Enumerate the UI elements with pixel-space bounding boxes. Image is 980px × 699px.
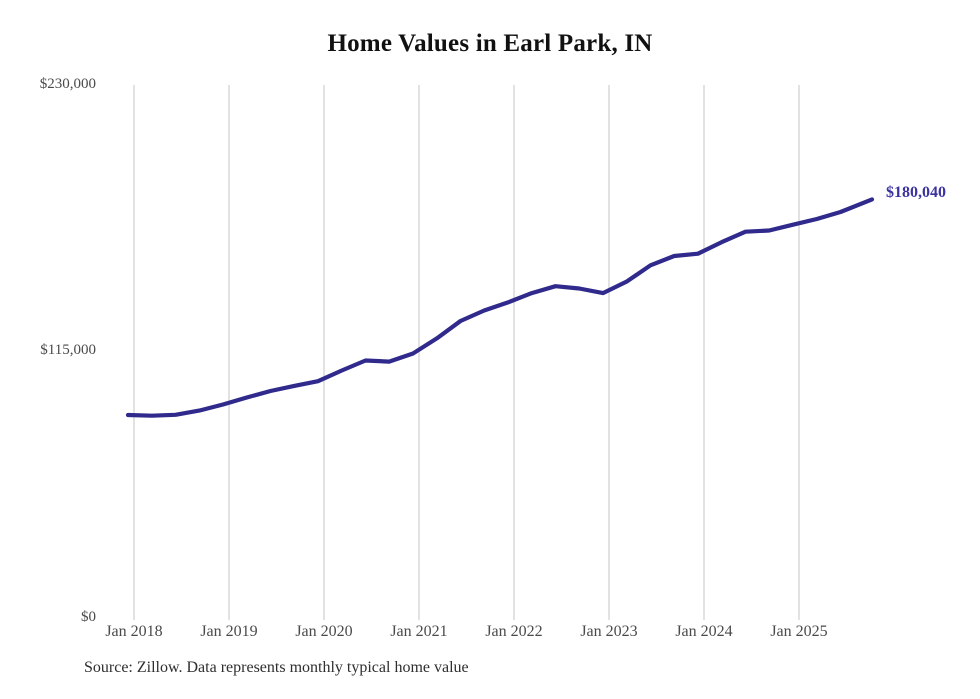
x-tick-label-jan-2023: Jan 2023 [580, 623, 638, 640]
home-value-line [125, 197, 875, 418]
y-tick-label-0: $0 [81, 609, 96, 625]
x-tick-label-jan-2019: Jan 2019 [200, 623, 258, 640]
y-tick-label-230000: $230,000 [39, 76, 96, 92]
end-value-annotation: $180,040 [886, 184, 946, 201]
x-tick-label-jan-2021: Jan 2021 [390, 623, 448, 640]
x-tick-label-jan-2018: Jan 2018 [105, 623, 163, 640]
x-tick-label-jan-2022: Jan 2022 [485, 623, 543, 640]
y-tick-label-115000: $115,000 [40, 342, 96, 358]
source-note: Source: Zillow. Data represents monthly … [84, 659, 469, 676]
x-tick-label-jan-2025: Jan 2025 [770, 623, 828, 640]
chart-title: Home Values in Earl Park, IN [327, 30, 653, 57]
x-tick-label-jan-2024: Jan 2024 [675, 623, 733, 640]
x-tick-label-jan-2020: Jan 2020 [295, 623, 353, 640]
gridlines [133, 85, 800, 620]
